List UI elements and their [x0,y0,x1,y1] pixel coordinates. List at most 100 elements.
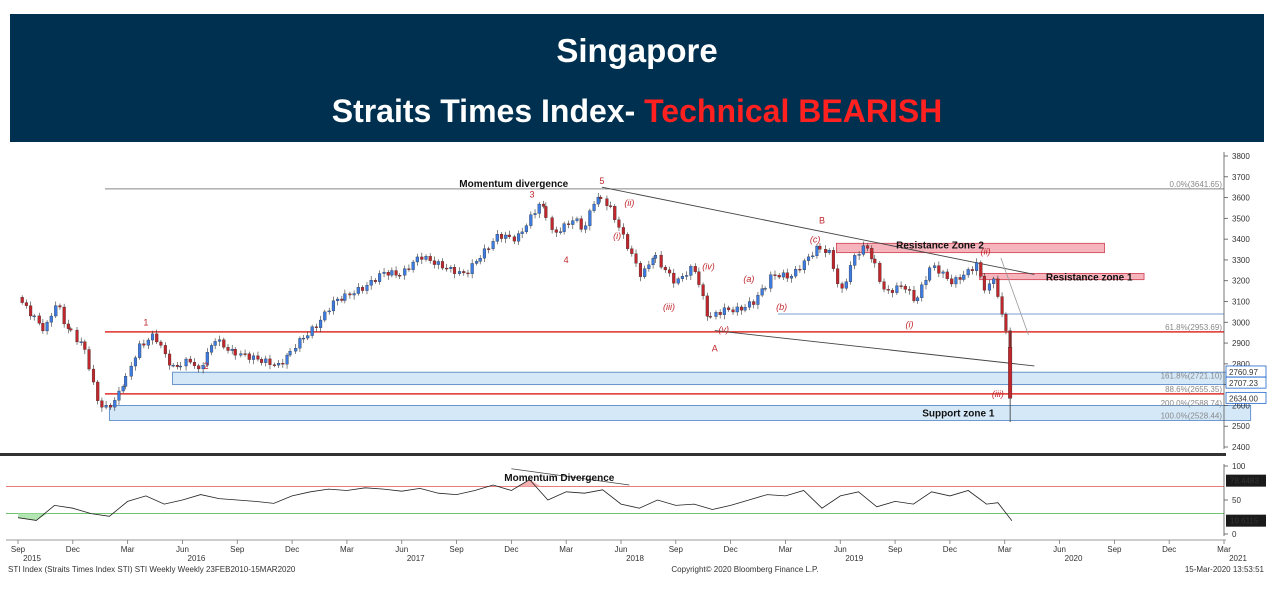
candle-body [777,275,781,278]
candle-body [69,328,73,331]
price-tick-label-2: 2600 [1232,401,1250,410]
x-tick-label-2: Mar [121,545,135,554]
candle-body [323,311,327,321]
candle-body [992,278,996,284]
zone-0 [836,242,1105,254]
candle-body [264,358,268,363]
x-tick-label-18: Mar [998,545,1012,554]
price-tick-label-12: 3600 [1232,194,1250,203]
candle-body [866,245,870,249]
x-tick-label-0: Sep [11,545,26,554]
candle-body [903,285,907,290]
candle-body [802,260,806,270]
candle-body [818,245,822,250]
candle-body [272,364,276,366]
candle-body [507,234,511,237]
rsi-tag-1: 19.6115 [1230,517,1259,526]
annotation-3: Support zone 1 [922,408,995,419]
price-tick-label-5: 2900 [1232,339,1250,348]
candle-body [288,350,292,356]
candle-body [218,339,222,342]
candle-body [933,265,937,268]
candle-body [373,280,377,282]
candle-body [886,289,890,291]
title-banner: Singapore Straits Times Index- Technical… [10,14,1264,142]
candle-body [529,214,533,226]
price-tick-label-7: 3100 [1232,298,1250,307]
fib-label-5: 100.0%(2528.44) [1161,411,1223,420]
candle-body [87,349,91,370]
candle-body [504,234,508,239]
candle-body [672,272,676,284]
zone-3 [172,371,1252,386]
wave-label-9: (v) [719,325,730,335]
candle-body [382,271,386,274]
candle-body [890,290,894,293]
candle-body [836,268,840,284]
x-tick-year-11: 2018 [626,554,644,563]
candle-body [336,298,340,301]
x-tick-label-7: Jun [395,545,408,554]
candle-body [452,267,457,274]
candle-body [499,234,504,239]
price-tick-label-10: 3400 [1232,235,1250,244]
x-tick-year-19: 2020 [1065,554,1083,563]
candle-body [285,354,289,365]
candle-body [937,265,941,274]
candle-body [168,353,172,366]
price-tick-label-13: 3700 [1232,173,1250,182]
upper-trend-line [601,186,1035,275]
candle-body [62,306,66,325]
candle-body [178,365,182,368]
rsi-tag-box-1 [1226,514,1266,527]
candle-body [608,205,613,207]
wave-label-12: (b) [776,302,787,312]
candle-body [251,355,256,360]
candle-body [121,386,125,392]
wave-label-4: 5 [599,176,604,186]
candle-body [798,268,802,271]
candle-body [651,258,655,266]
wave-label-11: (a) [743,274,754,284]
x-tick-year-7: 2017 [407,554,425,563]
candle-body [352,293,356,296]
candle-body [756,294,760,305]
subtitle-prefix: Straits Times Index- [331,93,645,129]
candle-body [394,270,398,276]
wave-label-10: A [712,343,718,353]
candle-body [928,267,932,281]
candle-body [739,306,743,311]
candle-body [243,353,247,355]
price-tick-label-1: 2500 [1232,422,1250,431]
candle-body [356,287,360,294]
candle-body [226,347,230,351]
candle-body [171,364,175,367]
candle-body [596,196,600,205]
candle-body [541,203,546,207]
candles-group [20,192,1013,423]
candle-body [487,248,491,250]
x-tick-label-14: Mar [779,545,793,554]
candle-body [975,262,979,271]
candle-body [327,310,331,313]
candle-body [138,343,142,358]
candle-body [962,274,966,280]
candle-body-last [1008,347,1013,399]
price-tag-box-2 [1225,391,1267,404]
candle-body [562,223,566,232]
candle-body [794,268,798,277]
x-tick-label-1: Dec [66,545,80,554]
footer-right: 15-Mar-2020 13:53:51 [1185,565,1265,574]
candle-body [533,213,537,215]
candle-body [537,203,541,214]
candle-body [233,348,237,356]
candle-body [175,364,179,367]
candle-body [722,307,726,315]
x-tick-label-6: Mar [340,545,354,554]
x-tick-label-8: Sep [449,545,464,554]
candle-body [466,272,470,275]
candle-body [29,305,33,317]
candle-body [920,284,924,298]
candle-body [133,357,137,367]
rsi-overbought-fill [516,479,542,487]
